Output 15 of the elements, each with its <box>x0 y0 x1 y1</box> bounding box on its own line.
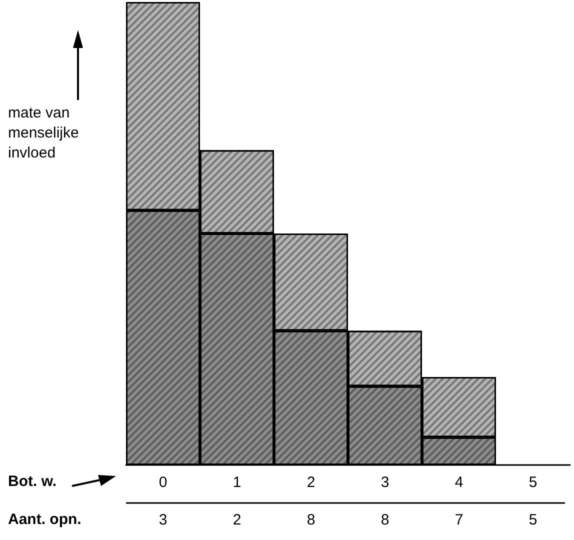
text: 3 <box>158 512 168 528</box>
y-axis-title: mate van menselijke invloed <box>8 104 79 162</box>
x-tick-label: 5 <box>528 474 538 491</box>
x-tick-label: 2 <box>306 474 316 491</box>
text: 2 <box>232 512 242 528</box>
text: 5 <box>528 512 538 528</box>
text: 8 <box>306 512 316 528</box>
x-tick-label: 1 <box>232 474 242 491</box>
x-tick-label: 3 <box>380 474 390 491</box>
text: 7 <box>454 512 464 528</box>
text: 8 <box>380 512 390 528</box>
x-tick-label: 4 <box>454 474 464 491</box>
x-tick-label: 0 <box>158 474 168 491</box>
x-axis-title: Bot. w. <box>8 473 57 490</box>
text: Aant. opn. <box>8 511 82 528</box>
